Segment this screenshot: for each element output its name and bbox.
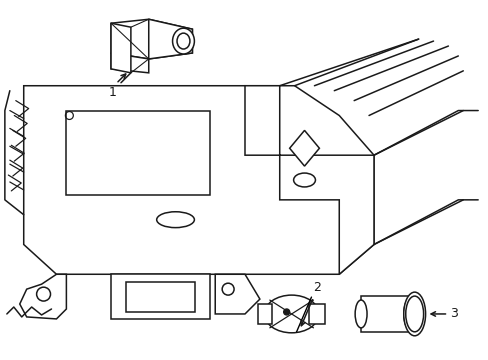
Polygon shape [111, 274, 210, 319]
Polygon shape [257, 304, 271, 324]
Polygon shape [66, 111, 210, 195]
Polygon shape [360, 296, 412, 332]
Polygon shape [126, 282, 195, 312]
Ellipse shape [403, 292, 425, 336]
Ellipse shape [172, 28, 194, 54]
Polygon shape [215, 274, 259, 314]
Polygon shape [148, 19, 192, 59]
Polygon shape [289, 130, 319, 166]
Polygon shape [24, 86, 373, 274]
Polygon shape [20, 274, 66, 319]
Ellipse shape [264, 295, 318, 333]
Text: 1: 1 [109, 86, 117, 99]
Ellipse shape [354, 300, 366, 328]
Polygon shape [244, 86, 373, 274]
Text: 2: 2 [313, 281, 321, 294]
Ellipse shape [403, 296, 421, 332]
Text: 3: 3 [449, 307, 457, 320]
Circle shape [283, 309, 289, 315]
Polygon shape [111, 19, 192, 59]
Polygon shape [111, 53, 148, 73]
Polygon shape [309, 304, 325, 324]
Polygon shape [111, 23, 131, 73]
